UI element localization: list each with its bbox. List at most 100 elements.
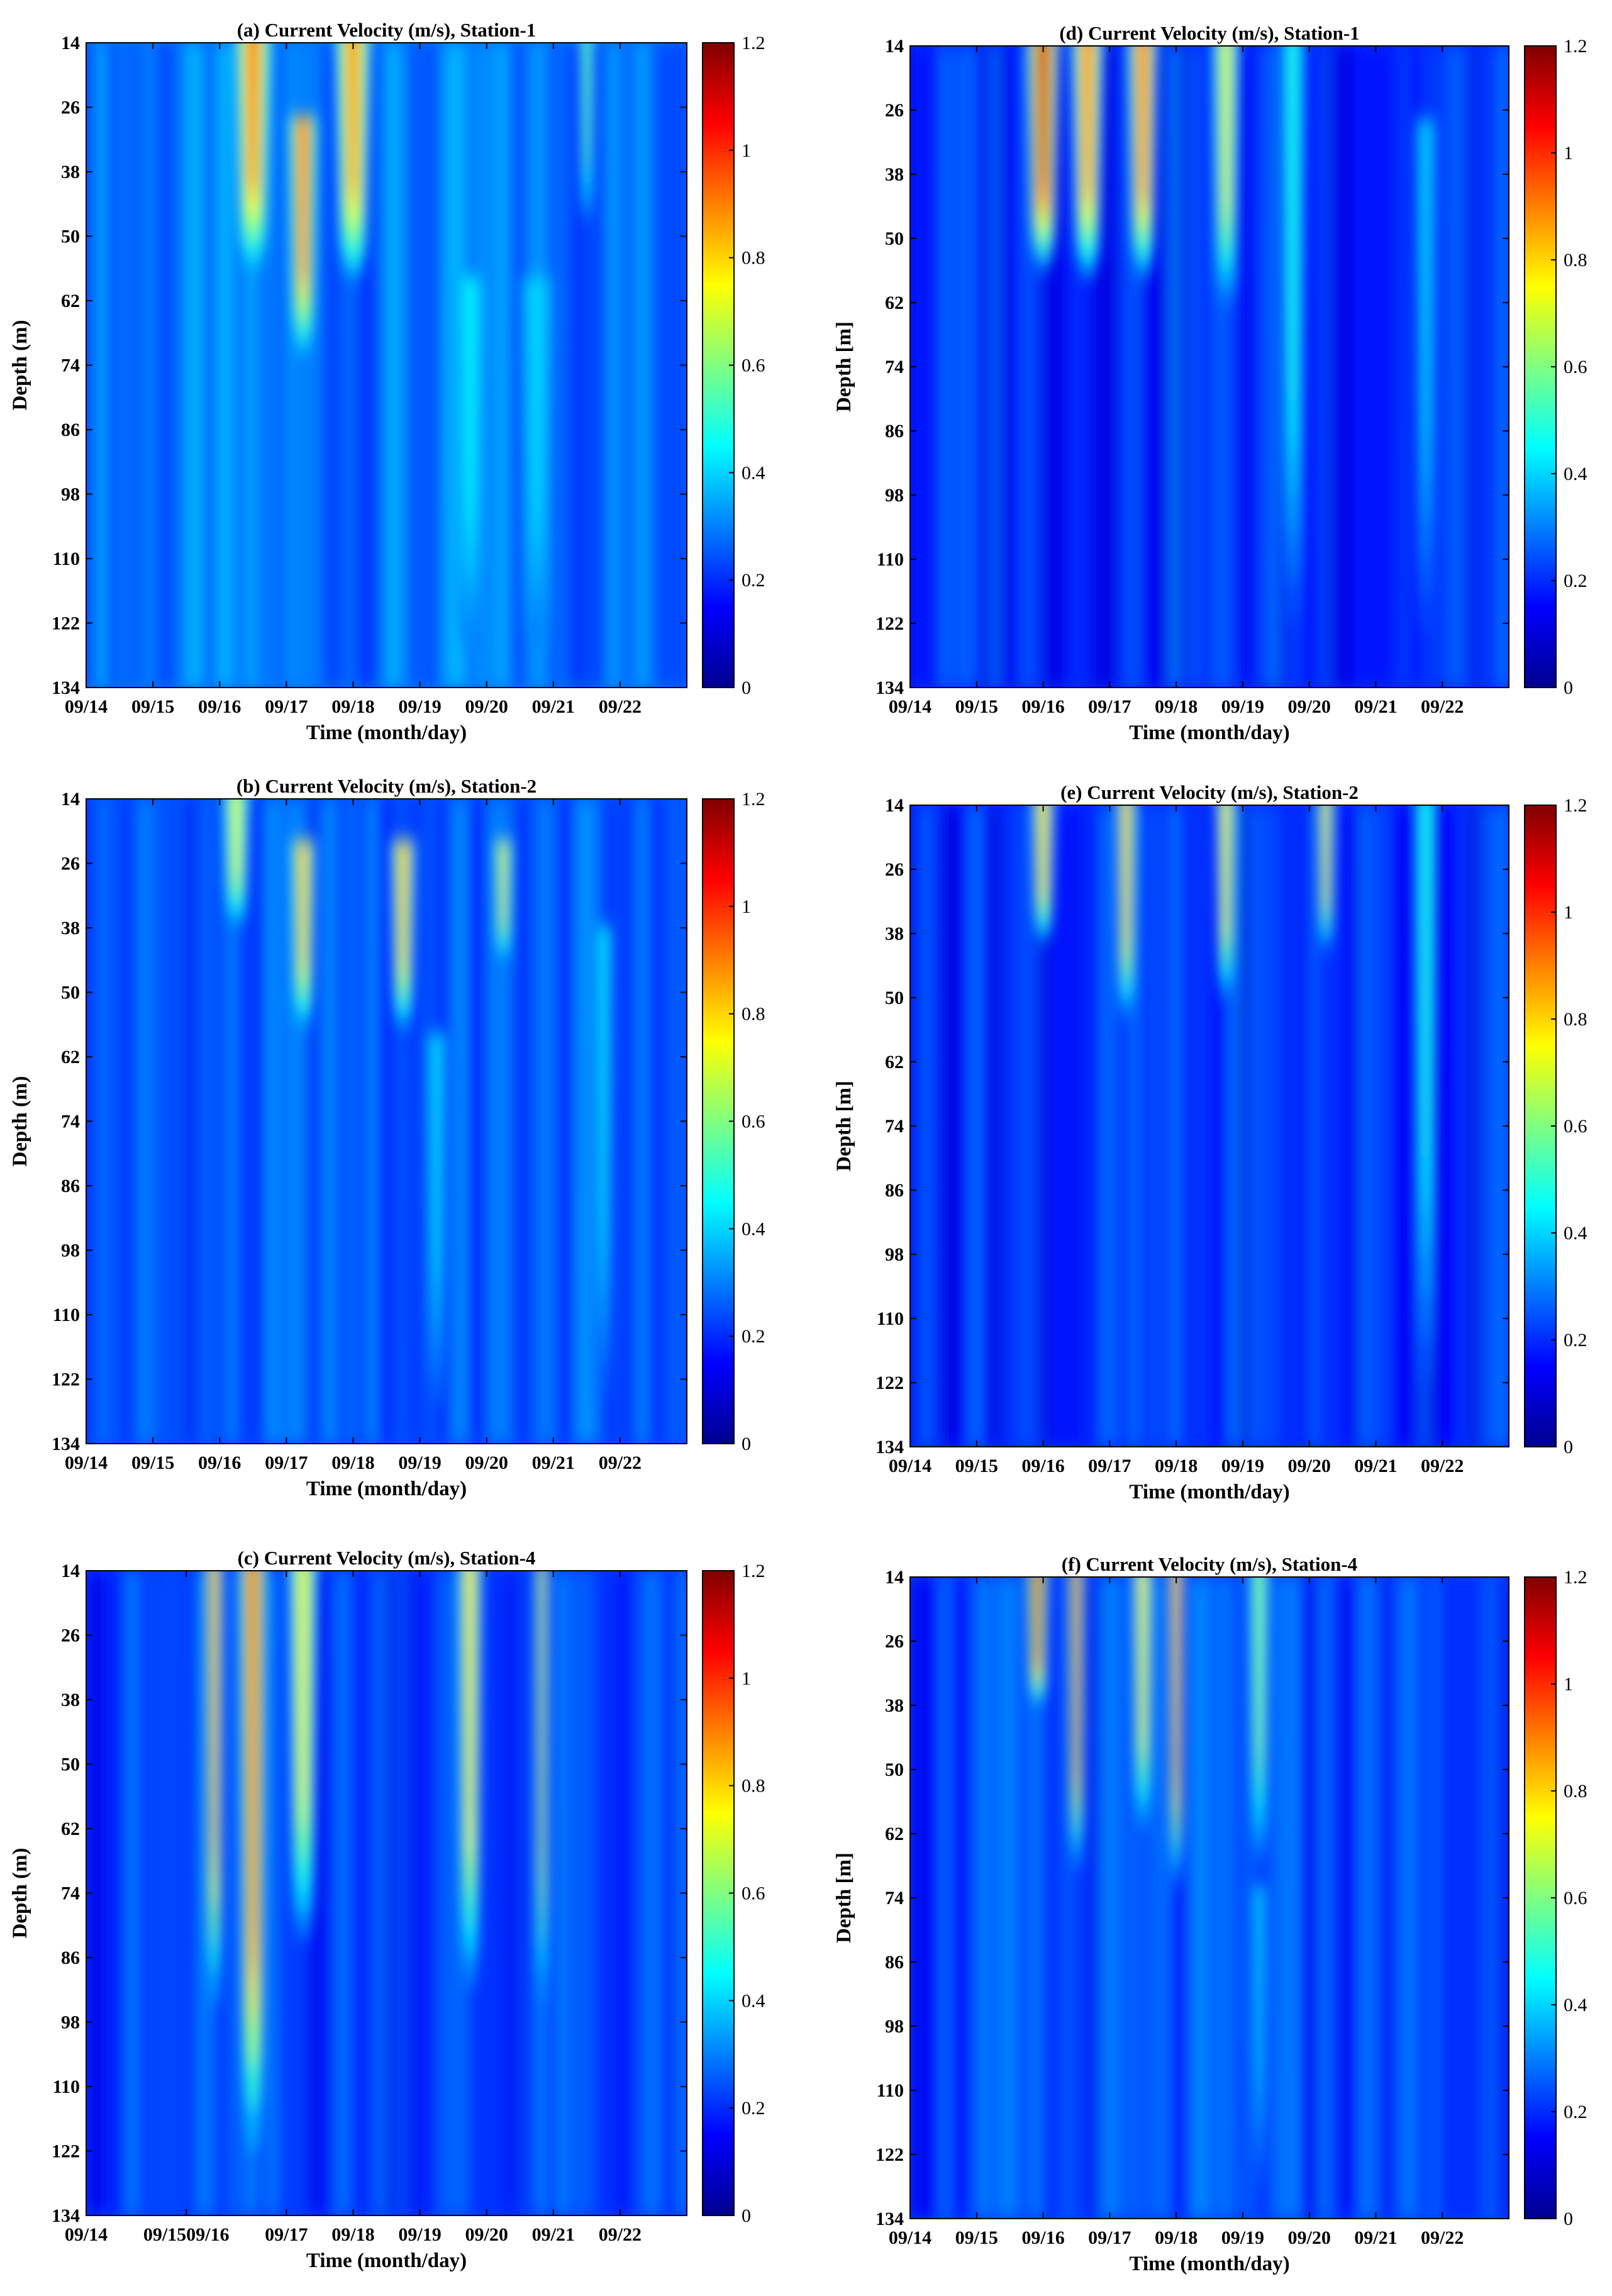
x-tick-label: 09/19 [1221, 696, 1264, 717]
y-tick-label: 38 [885, 923, 904, 944]
x-tick-label: 09/19 [1221, 1456, 1264, 1476]
y-tick-label: 86 [61, 1948, 80, 1968]
velocity-feature [1175, 1577, 1178, 1773]
colorbar-tick-label: 0.8 [1564, 250, 1587, 270]
x-axis-label: Time (month/day) [306, 722, 467, 744]
x-tick-label: 09/22 [1421, 2227, 1464, 2248]
y-tick-label: 86 [885, 421, 904, 442]
velocity-feature [501, 840, 505, 923]
y-tick-label: 38 [61, 1690, 80, 1710]
y-tick-label: 14 [885, 36, 904, 57]
heatmap-area [86, 43, 687, 688]
y-tick-label: 74 [61, 355, 80, 376]
colorbar-tick-label: 1.2 [742, 1561, 765, 1581]
velocity-feature [234, 799, 239, 881]
y-tick-label: 74 [885, 1116, 904, 1137]
colorbar-tick-label: 0 [1564, 1437, 1573, 1457]
colorbar-tick-label: 1 [1564, 902, 1573, 923]
x-tick-label: 09/19 [398, 2224, 441, 2245]
x-tick-label: 09/15 [131, 696, 174, 717]
velocity-feature [533, 277, 540, 517]
x-tick-label: 09/22 [599, 1452, 642, 1473]
y-tick-label: 98 [885, 485, 904, 506]
heatmap-texture [86, 1571, 687, 2215]
x-tick-label: 09/17 [265, 1452, 308, 1473]
x-tick-label: 09/18 [331, 1452, 374, 1473]
x-tick-label: 09/22 [599, 696, 642, 717]
x-tick-label: 09/20 [465, 1452, 508, 1473]
y-tick-label: 74 [61, 1883, 80, 1904]
y-tick-label: 98 [61, 2012, 80, 2033]
y-tick-label: 110 [53, 549, 80, 569]
velocity-feature [1141, 1577, 1145, 1737]
y-tick-label: 26 [885, 859, 904, 880]
y-tick-label: 62 [885, 1052, 904, 1073]
colorbar-tick-label: 0.4 [742, 462, 765, 483]
colorbar [1524, 45, 1557, 688]
x-tick-label: 09/17 [1088, 1456, 1131, 1476]
x-tick-label: 09/21 [1354, 696, 1397, 717]
heatmap-texture [86, 43, 687, 688]
velocity-feature [1258, 1885, 1261, 2081]
y-tick-label: 86 [885, 1952, 904, 1973]
y-tick-label: 110 [877, 2080, 904, 2101]
x-tick-label: 09/17 [265, 2224, 308, 2245]
colorbar-tick-label: 0.4 [1564, 1995, 1587, 2015]
panel-f: (f) Current Velocity (m/s), Station-4 14 2… [833, 1553, 1587, 2275]
colorbar-tick-label: 0.2 [742, 1326, 765, 1347]
y-tick-label: 26 [61, 1625, 80, 1646]
y-tick-label: 14 [61, 789, 80, 810]
velocity-feature [1125, 805, 1128, 941]
heatmap-features [206, 1571, 547, 2154]
colorbar-tick-label: 0.2 [742, 570, 765, 591]
x-tick-label: 09/1509/16 [143, 2224, 230, 2245]
y-tick-label: 134 [52, 2205, 80, 2226]
x-axis-label: Time (month/day) [306, 1478, 467, 1500]
colorbar [702, 42, 735, 688]
y-tick-label: 122 [52, 2141, 80, 2162]
panel-e: (e) Current Velocity (m/s), Station-2 14 2… [833, 781, 1587, 1503]
velocity-feature [1040, 46, 1046, 187]
colorbar-tick-label: 1.2 [1564, 36, 1587, 57]
heatmap-texture [910, 1577, 1509, 2219]
y-tick-label: 38 [885, 1695, 904, 1716]
velocity-feature [1084, 46, 1091, 194]
x-tick-label: 09/21 [1354, 2227, 1397, 2248]
velocity-feature [401, 840, 406, 965]
x-tick-label: 09/18 [1155, 2227, 1198, 2248]
chart-title: (f) Current Velocity (m/s), Station-4 [1062, 1553, 1357, 1575]
velocity-feature [1257, 1577, 1261, 1761]
x-axis-label: Time (month/day) [1129, 722, 1289, 744]
y-tick-label: 134 [52, 677, 80, 698]
colorbar-tick-label: 0.2 [1564, 2102, 1587, 2122]
y-tick-label: 50 [885, 988, 904, 1008]
y-tick-label: 86 [61, 1176, 80, 1196]
x-tick-label: 09/15 [955, 1456, 998, 1476]
colorbar-tick-label: 1 [742, 140, 751, 161]
velocity-feature [434, 1033, 439, 1273]
chart-title: (a) Current Velocity (m/s), Station-1 [237, 19, 536, 41]
y-axis-label: Depth [m] [833, 321, 855, 412]
x-tick-label: 09/18 [331, 2224, 374, 2245]
x-tick-label: 09/16 [1021, 2227, 1064, 2248]
velocity-feature [1140, 46, 1146, 194]
x-tick-label: 09/22 [1421, 1456, 1464, 1476]
heatmap-area [910, 805, 1509, 1447]
velocity-feature [1290, 46, 1295, 410]
colorbar [702, 798, 735, 1444]
y-tick-label: 62 [885, 1824, 904, 1844]
heatmap-texture [910, 805, 1509, 1447]
heatmap-features [235, 43, 594, 651]
x-tick-label: 09/20 [1287, 1456, 1330, 1476]
x-tick-label: 09/20 [1287, 2227, 1330, 2248]
y-axis-label: Depth (m) [9, 1076, 31, 1167]
velocity-feature [250, 1571, 255, 1937]
heatmap-features [1026, 46, 1438, 635]
heatmap-features [1031, 805, 1438, 1386]
y-tick-label: 134 [875, 1437, 904, 1457]
x-tick-label: 09/21 [532, 1452, 575, 1473]
heatmap-features [1028, 1577, 1269, 2190]
colorbar-tick-label: 1 [1564, 143, 1573, 164]
x-tick-label: 09/15 [131, 1452, 174, 1473]
